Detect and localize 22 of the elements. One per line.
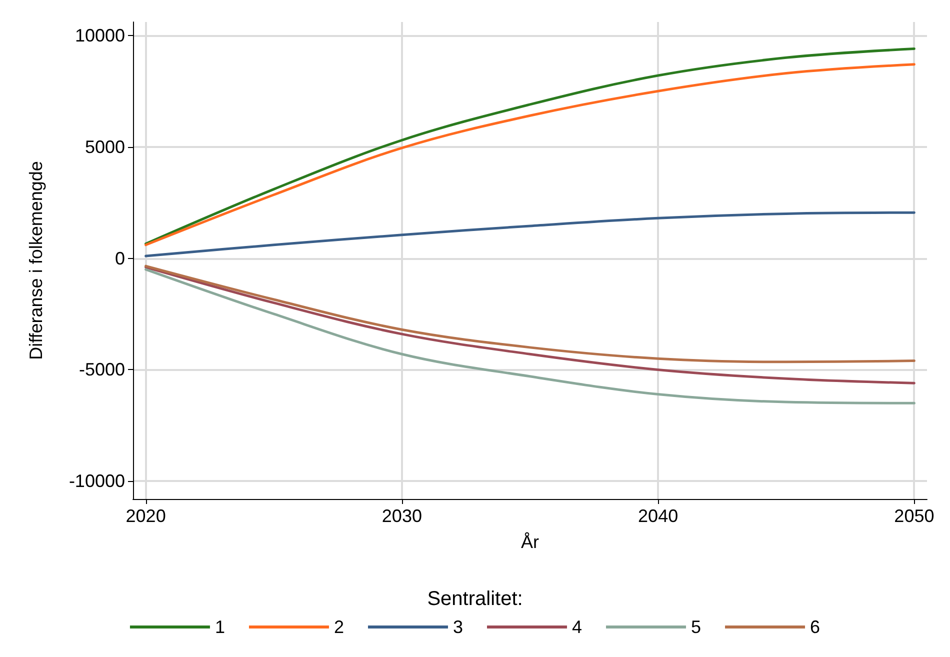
legend-label: 3: [452, 617, 464, 637]
legend-label: 5: [691, 617, 702, 637]
line-series: [144, 211, 916, 258]
legend-label: 2: [334, 617, 344, 637]
y-tick-label: 5000: [84, 136, 125, 157]
y-tick-label: -5000: [78, 360, 125, 380]
legend-label: 4: [572, 617, 582, 637]
line-series: [144, 268, 916, 404]
y-tick-label: 10000: [74, 25, 125, 46]
legend-label: 6: [810, 617, 820, 637]
legend-label: 1: [214, 617, 225, 637]
x-axis-title: År: [521, 532, 540, 552]
y-tick-label: 0: [114, 248, 125, 268]
x-tick-label: 2040: [638, 506, 678, 526]
legend-title: Sentralitet:: [427, 588, 523, 610]
x-tick-label: 2050: [894, 506, 934, 526]
line-series: [144, 264, 916, 364]
x-tick-label: 2030: [382, 506, 422, 526]
y-axis-title: Differanse i folkemengde: [26, 161, 46, 360]
y-tick-label: -10000: [68, 471, 125, 492]
x-tick-label: 2020: [126, 506, 166, 526]
line-series: [144, 266, 916, 384]
